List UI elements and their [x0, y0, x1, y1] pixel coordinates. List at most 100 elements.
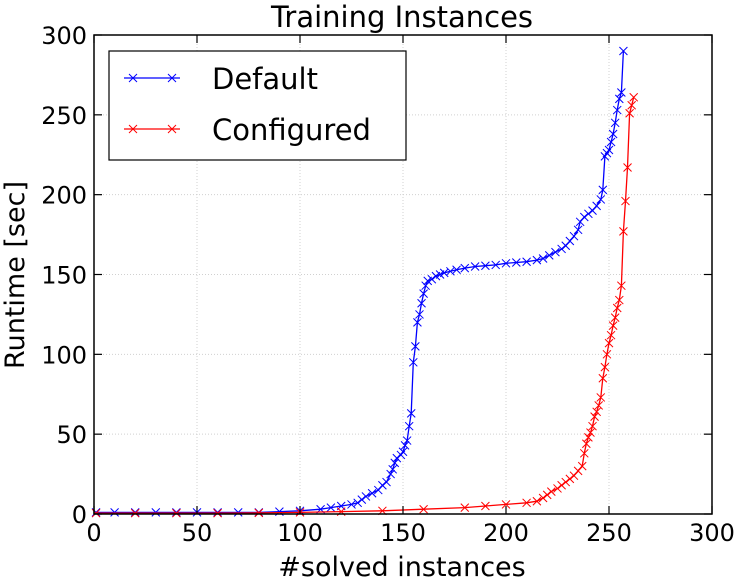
data-point-configured	[625, 108, 634, 118]
legend-box	[108, 50, 407, 161]
data-point-configured	[594, 401, 604, 410]
data-point-configured	[621, 196, 630, 206]
data-point-configured	[586, 428, 595, 437]
series-configured	[91, 92, 639, 518]
y-tick-label: 300	[41, 22, 87, 50]
data-point-default	[532, 255, 542, 265]
data-point-default	[579, 212, 589, 222]
data-point-default	[446, 266, 455, 276]
data-point-configured	[581, 439, 591, 449]
y-tick-label: 250	[41, 102, 87, 130]
series-default	[91, 46, 628, 517]
data-point-default	[481, 261, 490, 271]
data-point-default	[439, 268, 449, 278]
y-tick-label: 0	[72, 501, 87, 529]
data-point-default	[130, 508, 140, 517]
data-point-configured	[627, 100, 637, 110]
data-point-default	[619, 46, 628, 56]
x-tick-label: 50	[182, 519, 213, 547]
x-tick-label: 300	[689, 519, 735, 547]
data-point-configured	[600, 362, 610, 372]
data-point-configured	[623, 163, 632, 172]
data-point-default	[470, 262, 480, 271]
data-point-configured	[522, 498, 531, 508]
data-point-configured	[557, 480, 566, 490]
data-point-default	[538, 254, 548, 263]
data-point-configured	[592, 407, 601, 417]
data-point-default	[511, 258, 521, 267]
y-axis-label: Runtime [sec]	[0, 181, 31, 369]
data-point-default	[406, 409, 416, 418]
y-tick-label: 50	[56, 421, 87, 449]
data-point-configured	[604, 338, 614, 348]
data-point-default	[610, 118, 620, 128]
data-point-configured	[501, 500, 511, 509]
data-point-default	[606, 137, 616, 147]
x-tick-label: 200	[483, 519, 529, 547]
data-point-default	[614, 94, 624, 104]
x-tick-label: 150	[380, 519, 426, 547]
data-point-default	[419, 289, 428, 299]
data-point-default	[569, 231, 579, 241]
data-point-configured	[553, 484, 562, 493]
data-point-configured	[588, 421, 597, 431]
data-point-default	[415, 310, 424, 319]
data-point-configured	[606, 330, 616, 340]
data-point-default	[417, 298, 426, 308]
data-point-configured	[612, 303, 622, 313]
x-tick-label: 100	[277, 519, 323, 547]
data-point-configured	[213, 508, 222, 518]
data-point-configured	[254, 508, 264, 518]
data-point-default	[544, 250, 554, 260]
data-point-default	[172, 508, 181, 517]
data-point-default	[213, 508, 222, 517]
data-point-default	[573, 225, 583, 235]
data-point-default	[427, 274, 437, 284]
data-point-default	[452, 265, 461, 275]
data-point-configured	[596, 393, 606, 402]
data-point-default	[390, 458, 400, 468]
x-tick-label: 0	[86, 519, 101, 547]
data-point-default	[353, 498, 363, 508]
legend-marker-default	[167, 73, 177, 83]
chart-title: Training Instances	[270, 0, 533, 34]
legend-label-configured: Configured	[212, 113, 371, 147]
legend-item-default: Default	[124, 62, 318, 96]
data-point-default	[617, 88, 626, 97]
data-point-configured	[542, 490, 552, 500]
y-tick-label: 100	[41, 341, 87, 369]
data-point-configured	[629, 92, 639, 102]
data-point-configured	[172, 508, 181, 518]
data-point-configured	[565, 474, 575, 484]
data-point-default	[411, 341, 420, 351]
data-point-default	[151, 508, 161, 517]
data-point-configured	[614, 295, 624, 305]
data-point-default	[584, 209, 593, 219]
data-point-configured	[598, 373, 608, 383]
data-point-default	[326, 503, 336, 512]
data-point-default	[400, 440, 410, 450]
y-tick-label: 150	[41, 262, 87, 290]
data-point-default	[386, 469, 395, 479]
data-point-configured	[602, 349, 612, 359]
legend-label-default: Default	[212, 62, 318, 96]
series-layer	[91, 46, 639, 518]
data-point-default	[388, 464, 398, 474]
data-point-default	[491, 260, 501, 270]
data-point-default	[612, 105, 622, 115]
data-point-default	[110, 508, 119, 517]
data-point-default	[522, 257, 531, 267]
data-point-default	[598, 185, 608, 195]
data-point-configured	[130, 508, 140, 518]
axis-ticks: 0 50 100 150 200 250 300 0 50 100 150 200 250 300	[41, 22, 735, 547]
data-point-configured	[419, 504, 428, 514]
data-point-default	[402, 436, 412, 445]
data-point-default	[367, 488, 377, 498]
legend-item-configured: Configured	[124, 113, 371, 147]
data-point-default	[557, 244, 566, 254]
data-point-default	[608, 129, 618, 139]
data-point-default	[592, 201, 601, 211]
data-point-configured	[584, 433, 593, 442]
data-point-default	[604, 145, 614, 155]
